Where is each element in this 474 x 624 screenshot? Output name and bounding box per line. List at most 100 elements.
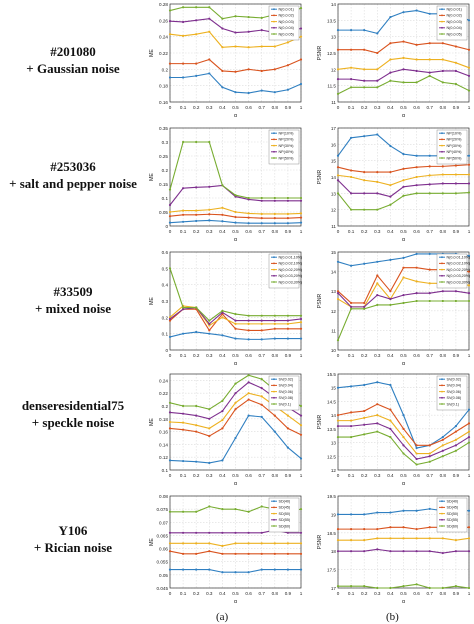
x-tick-label: 0.8: [272, 229, 279, 234]
data-point: [234, 312, 237, 316]
data-point: [208, 17, 211, 20]
data-point: [247, 30, 250, 33]
data-point: [195, 424, 198, 427]
legend-label: N(0,0.03,30%): [447, 280, 471, 284]
y-axis-label: PSNR: [317, 535, 323, 550]
data-point: [299, 568, 303, 571]
y-tick-label: 0.16: [159, 100, 168, 105]
data-point: [350, 175, 353, 179]
data-point: [363, 79, 366, 82]
data-point: [168, 531, 172, 534]
data-point: [247, 68, 250, 71]
data-point: [195, 62, 198, 65]
data-point: [182, 34, 185, 37]
x-axis-label: α: [234, 599, 238, 605]
y-tick-label: 0.1: [162, 332, 169, 337]
data-point: [363, 539, 366, 542]
x-tick-label: 0.1: [348, 473, 355, 478]
data-point: [168, 62, 172, 65]
data-point: [428, 71, 431, 74]
data-point: [376, 208, 379, 211]
x-tick-label: 0.8: [272, 105, 279, 110]
legend: N(0,0.01,10%) N(0,0.02,10%) N(0,0.02,20%) N…: [268, 253, 302, 289]
data-point: [221, 17, 224, 20]
data-point: [286, 199, 289, 202]
data-point: [376, 430, 379, 433]
data-point: [273, 196, 276, 200]
data-point: [402, 167, 405, 170]
data-point: [363, 307, 366, 310]
chart-mixed-me: 0 0.1 0.2 0.3 0.4 0.5 0.6 0 0.1 0.2 0.3 0.4 0.5 0.6 0.…: [146, 248, 306, 372]
plot-frame: [337, 373, 470, 471]
data-point: [441, 173, 444, 176]
data-point: [441, 299, 444, 303]
legend: N(0,0.01) N(0,0.02) N(0,0.03) N(0,0.04) N(0,…: [436, 5, 468, 41]
data-point: [389, 550, 392, 553]
data-point: [467, 430, 471, 433]
data-point: [376, 171, 379, 174]
data-point: [195, 531, 198, 534]
data-point: [402, 256, 405, 259]
x-tick-label: 1: [300, 229, 303, 234]
row-label-gaussian: #201080 + Gaussian noise: [0, 43, 146, 77]
chart-speckle-me: 0.1 0.12 0.14 0.16 0.18 0.2 0.22 0.24 0 0.1 0.2 0.3…: [146, 370, 306, 492]
data-point: [350, 301, 353, 305]
x-tick-label: 0.3: [206, 473, 213, 478]
data-point: [195, 460, 198, 463]
data-point: [415, 43, 418, 46]
legend-marker: [441, 14, 443, 17]
x-tick-label: 0.1: [180, 229, 187, 234]
legend-marker: [273, 512, 275, 515]
x-tick-label: 0.5: [400, 105, 407, 110]
data-point: [428, 550, 431, 553]
data-point: [234, 552, 237, 555]
data-point: [273, 568, 276, 571]
legend-marker: [273, 138, 275, 141]
data-point: [182, 308, 185, 311]
data-point: [376, 192, 379, 195]
data-point: [247, 571, 250, 574]
data-point: [234, 70, 237, 73]
data-point: [467, 550, 471, 553]
data-point: [182, 6, 185, 9]
data-point: [260, 542, 263, 545]
x-tick-label: 0: [337, 353, 340, 358]
chart-gaussian-me: 0.16 0.18 0.2 0.22 0.24 0.26 0.28 0 0.1 0.2 0.3 0.4…: [146, 0, 306, 124]
data-point: [208, 568, 211, 571]
data-point: [182, 510, 185, 513]
data-point: [350, 550, 353, 553]
data-point: [299, 27, 303, 30]
data-point: [415, 58, 418, 61]
data-point: [336, 435, 340, 439]
data-point: [389, 79, 392, 82]
data-point: [260, 552, 263, 555]
x-tick-label: 0.3: [374, 473, 381, 478]
x-tick-label: 1: [300, 591, 303, 596]
data-point: [286, 222, 289, 225]
data-point: [221, 213, 224, 216]
data-point: [363, 29, 366, 32]
data-point: [247, 322, 250, 325]
data-point: [336, 48, 340, 51]
data-point: [454, 585, 457, 588]
y-tick-label: 13: [331, 191, 337, 196]
data-point: [286, 64, 289, 67]
data-point: [454, 182, 457, 185]
data-point: [415, 463, 418, 466]
data-point: [467, 435, 471, 439]
data-point: [376, 422, 379, 425]
x-axis-label: α: [402, 599, 406, 605]
data-point: [286, 552, 289, 555]
data-point: [247, 329, 250, 332]
data-point: [208, 329, 211, 332]
data-point: [168, 568, 172, 571]
x-tick-label: 0.3: [374, 353, 381, 358]
x-tick-label: 0.7: [259, 473, 266, 478]
data-point: [415, 509, 418, 512]
x-axis-label: α: [402, 361, 406, 367]
data-point: [467, 163, 471, 166]
legend: SV(0.02) SV(0.04) SV(0.06) SV(0.08) SV(0.1): [268, 375, 300, 411]
data-point: [389, 303, 392, 307]
data-point: [286, 568, 289, 571]
legend-marker: [273, 396, 275, 399]
